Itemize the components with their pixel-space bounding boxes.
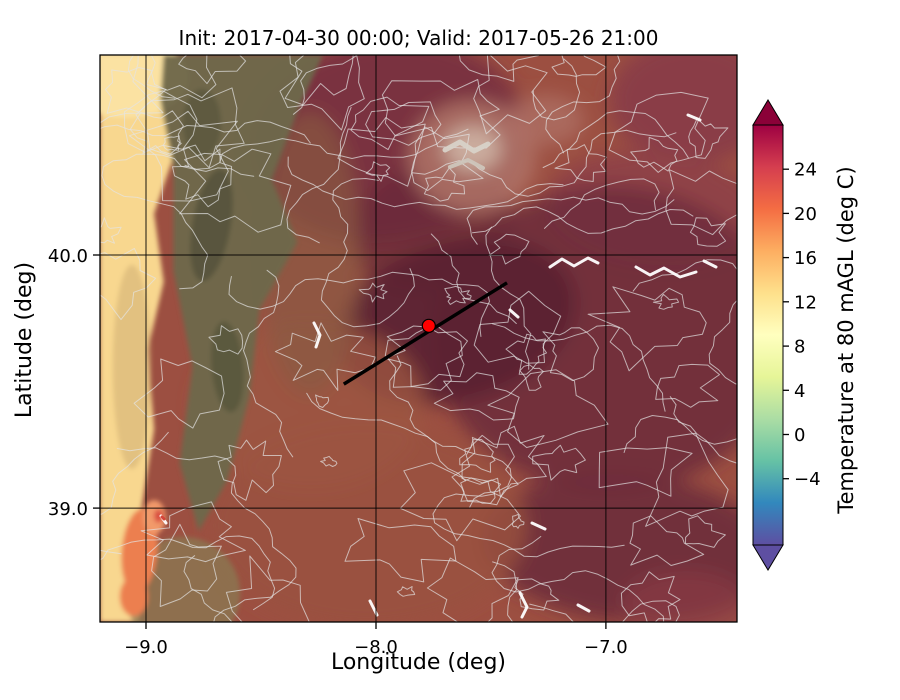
colorbar-over-arrow	[752, 99, 784, 126]
map-region	[154, 509, 164, 523]
y-axis-label: Latitude (deg)	[12, 261, 37, 419]
map-region	[507, 94, 585, 146]
colorbar-tick-label: 0	[794, 425, 805, 446]
plot-frame	[99, 54, 738, 623]
map-region	[211, 321, 244, 413]
map-region	[112, 264, 151, 469]
map-region	[119, 576, 148, 617]
plot-title: Init: 2017-04-30 00:00; Valid: 2017-05-2…	[178, 26, 659, 50]
colorbar-under-arrow	[752, 544, 784, 571]
x-tick-label: −9.0	[124, 637, 168, 658]
temperature-field-regions	[195, 55, 737, 622]
x-tick-label: −7.0	[584, 637, 628, 658]
colorbar-gradient	[752, 124, 784, 546]
colorbar-tick-label: −4	[794, 469, 821, 490]
colorbar-tick-label: 20	[794, 204, 817, 225]
grid-lines	[100, 55, 737, 622]
colorbar-tick-label: 4	[794, 381, 805, 402]
colorbar-tick-label: 8	[794, 337, 805, 358]
x-tick-label: −8.0	[354, 637, 398, 658]
coast-terrain-regions	[100, 55, 323, 622]
water-snow-features	[159, 113, 718, 619]
y-tick-label: 39.0	[48, 499, 88, 520]
map-region	[622, 571, 737, 622]
map-region	[160, 55, 323, 532]
colorbar-label: Temperature at 80 mAGL (deg C)	[834, 166, 858, 514]
y-tick-label: 40.0	[48, 246, 88, 267]
map-area	[100, 55, 737, 622]
colorbar-tick-label: 16	[794, 248, 817, 269]
axis-ticks	[93, 254, 607, 629]
colorbar-tick-label: 12	[794, 292, 817, 313]
map-region	[259, 111, 362, 396]
cross-section-line	[342, 281, 508, 386]
map-region	[182, 89, 221, 157]
map-region	[609, 55, 737, 163]
colorbar-tick-label: 24	[794, 160, 817, 181]
location-marker	[421, 318, 436, 333]
contour-lines	[100, 55, 737, 622]
x-axis-label: Longitude (deg)	[330, 650, 507, 675]
map-region	[190, 169, 233, 282]
colorbar: 24 20 16 12 8 4 0 −4	[752, 99, 821, 571]
